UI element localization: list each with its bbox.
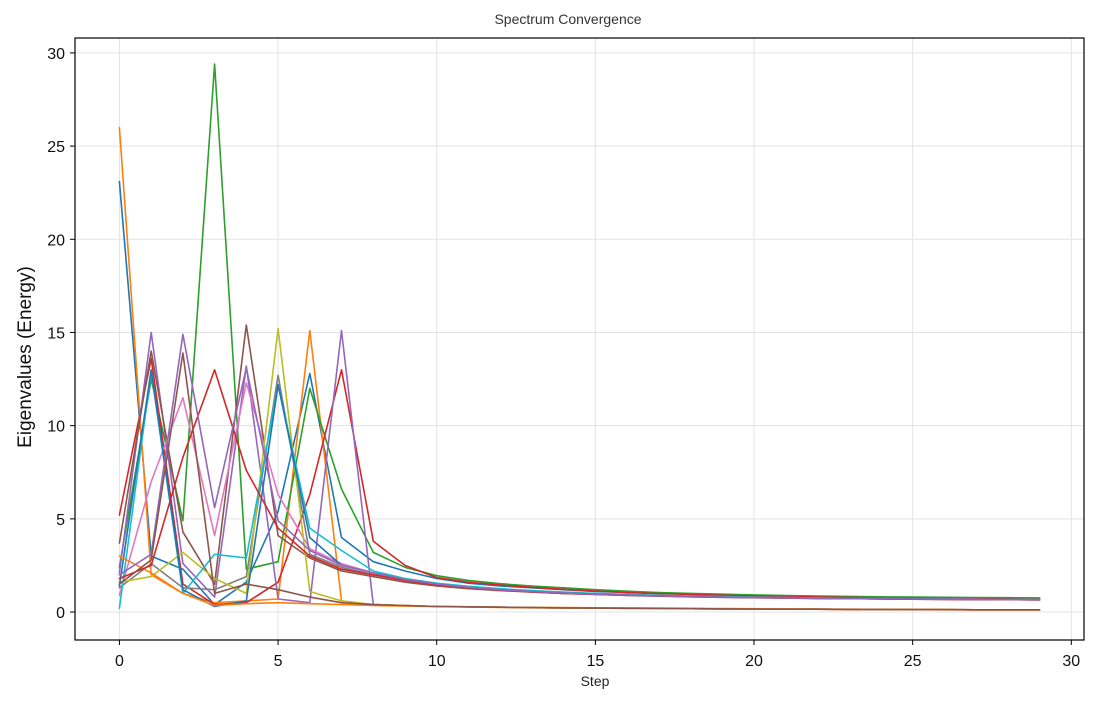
y-tick-label: 25 [47,139,65,156]
y-tick-label: 0 [56,605,65,622]
x-tick-label: 0 [115,653,124,670]
y-tick-label: 5 [56,512,65,529]
y-tick-label: 20 [47,232,65,249]
series-line-3 [118,63,1041,599]
series-line-9 [118,327,1041,611]
x-axis-label: Step [581,673,610,689]
series-line-15 [118,352,1041,611]
x-tick-label: 5 [274,653,283,670]
x-tick-label: 25 [904,653,922,670]
series-line-11 [118,368,1041,608]
x-tick-label: 15 [586,653,604,670]
y-tick-label: 30 [47,46,65,63]
x-axis-ticks: 0 5 10 15 20 25 30 [115,640,1080,670]
series-line-14 [118,333,1041,601]
x-tick-label: 10 [428,653,446,670]
x-tick-label: 30 [1062,653,1080,670]
series-line-5 [118,329,1041,611]
axes-frame [74,37,1085,641]
series-lines [118,63,1041,611]
y-tick-label: 10 [47,419,65,436]
x-tick-label: 20 [745,653,763,670]
series-line-13 [118,368,1041,601]
y-axis-label: Eigenvalues (Energy) [15,266,36,448]
series-line-2 [118,126,1041,611]
series-line-12 [118,555,1041,611]
y-tick-label: 15 [47,325,65,342]
y-axis-ticks: 0 5 10 15 20 25 30 [47,46,75,622]
grid [75,38,1084,640]
series-line-1 [118,180,1041,606]
chart-title: Spectrum Convergence [494,11,641,27]
